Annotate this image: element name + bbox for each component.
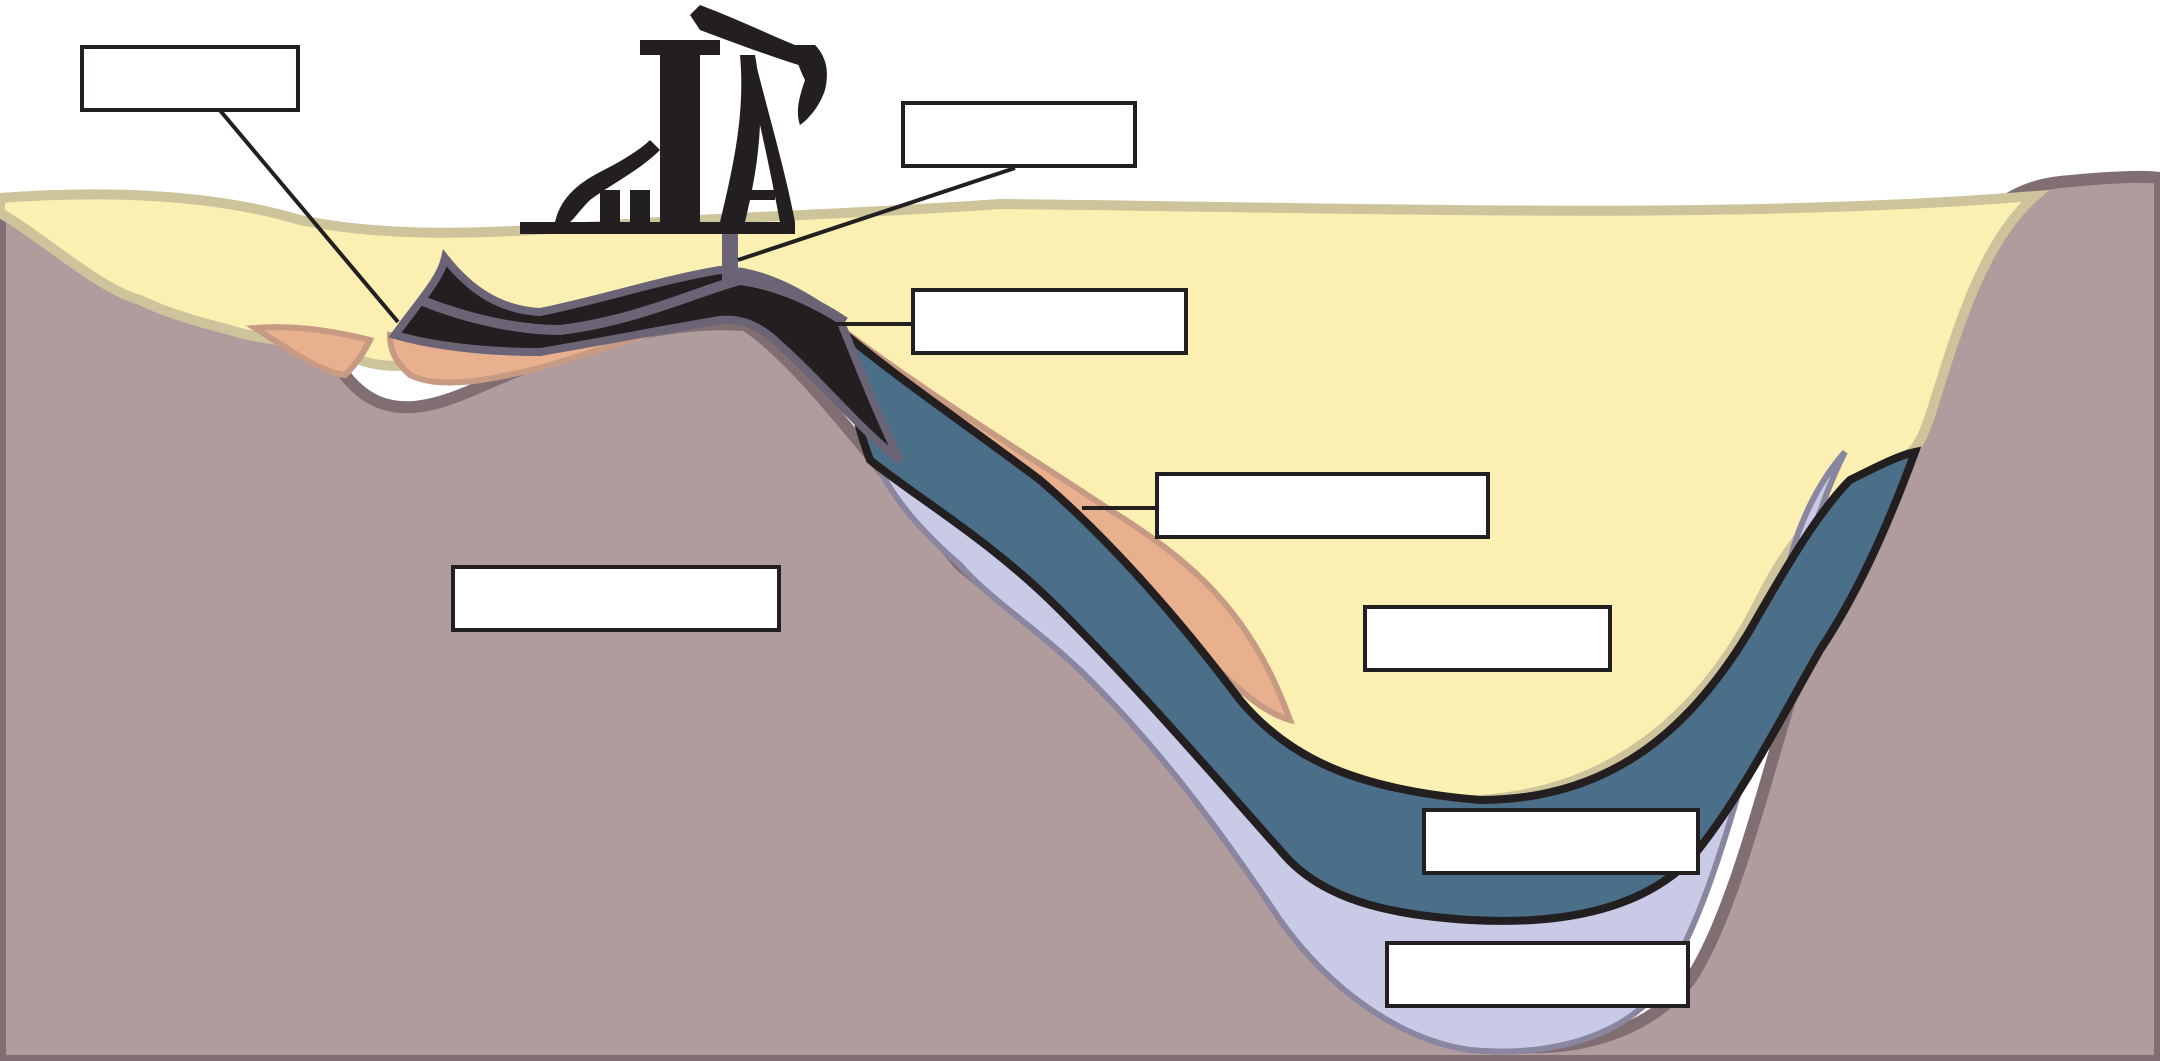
oil-reservoir [388,248,904,464]
shale-layer [834,320,1922,925]
leader-line-2 [737,166,1016,262]
leader-line-1 [216,106,400,324]
label-box-oil[interactable] [911,288,1188,355]
label-box-water[interactable] [1385,941,1690,1008]
label-box-shale[interactable] [1422,808,1700,875]
label-box-well[interactable] [901,101,1137,168]
oil-pump-jack-icon [520,5,827,234]
well-shaft [722,230,738,282]
label-box-top-left[interactable] [80,45,300,112]
leader-lines [216,106,1155,510]
label-box-sand[interactable] [1363,605,1612,672]
clay-pocket-left [245,324,375,379]
label-box-clay[interactable] [1155,472,1490,539]
label-box-bedrock[interactable] [451,565,781,632]
gas-cap [418,274,848,336]
